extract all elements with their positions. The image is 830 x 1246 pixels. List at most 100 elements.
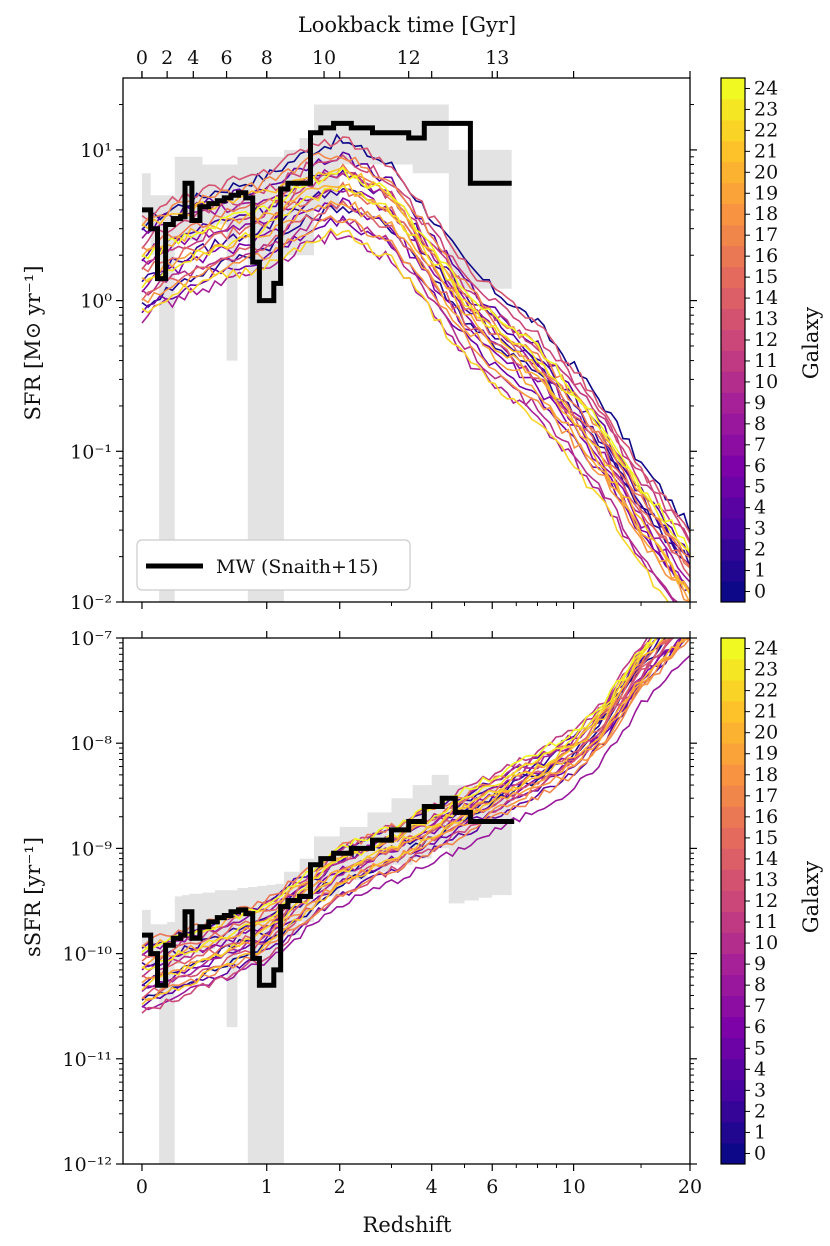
- colorbar-segment: [721, 266, 745, 288]
- galaxy-line-15: [141, 181, 690, 567]
- legend-mw-label: MW (Snaith+15): [216, 556, 378, 578]
- x-tick-label: 1: [261, 1176, 273, 1198]
- y-tick-label: 10⁻¹⁰: [63, 944, 113, 966]
- colorbar-tick-label: 5: [754, 476, 766, 498]
- axes-frame: [122, 637, 691, 1165]
- top-tick-label: 6: [221, 47, 233, 69]
- colorbar-tick-label: 20: [754, 722, 778, 744]
- colorbar-segment: [721, 743, 745, 765]
- colorbar-tick-label: 7: [754, 995, 766, 1017]
- colorbar-tick-label: 9: [754, 392, 766, 414]
- y-tick-label: 10⁻²: [70, 592, 112, 614]
- top-tick-label: 12: [397, 47, 421, 69]
- colorbar-tick-label: 15: [754, 266, 778, 288]
- colorbar-tick-label: 16: [754, 245, 778, 267]
- colorbar-segment: [721, 869, 745, 891]
- top-tick-label: 8: [261, 47, 273, 69]
- colorbar-tick-label: 10: [754, 932, 778, 954]
- colorbar-tick-label: 2: [754, 1100, 766, 1122]
- plot-area: [141, 638, 690, 1164]
- colorbar-segment: [721, 98, 745, 121]
- colorbar-segment: [721, 806, 745, 828]
- galaxy-line-21: [141, 638, 665, 1005]
- y-tick-label: 10⁻⁸: [70, 733, 112, 755]
- colorbar-segment: [721, 1142, 745, 1165]
- x-tick-label: 20: [678, 1176, 702, 1198]
- colorbar-tick-label: 4: [754, 1058, 766, 1080]
- colorbar-tick-label: 17: [754, 785, 778, 807]
- colorbar-tick-label: 0: [754, 581, 766, 603]
- colorbar-segment: [721, 560, 745, 582]
- colorbar-tick-label: 6: [754, 455, 766, 477]
- colorbar-tick-label: 11: [754, 911, 778, 933]
- colorbar-segment: [721, 638, 745, 660]
- colorbar-segment: [721, 827, 745, 849]
- sfr-colorbar-label: Galaxy: [799, 307, 823, 379]
- colorbar-tick-label: 18: [754, 764, 778, 786]
- x-tick-label: 0: [136, 1176, 148, 1198]
- colorbar-segment: [721, 785, 745, 807]
- colorbar-tick-label: 12: [754, 329, 778, 351]
- colorbar-tick-label: 10: [754, 371, 778, 393]
- galaxy-line-24: [141, 166, 690, 554]
- colorbar-segment: [721, 722, 745, 744]
- galaxy-line-13: [141, 136, 690, 534]
- colorbar-tick-label: 8: [754, 413, 766, 435]
- galaxy-line-8: [141, 655, 690, 1011]
- colorbar-tick-label: 24: [754, 77, 778, 99]
- colorbar-segment: [721, 119, 745, 142]
- colorbar-segment: [721, 434, 745, 456]
- colorbar-tick-label: 1: [754, 560, 766, 582]
- axes-frame: [122, 77, 691, 603]
- colorbar-tick-label: 17: [754, 224, 778, 246]
- colorbar-tick-label: 20: [754, 161, 778, 183]
- legend-box: [136, 539, 411, 591]
- colorbar-segment: [721, 329, 745, 351]
- mw-snaith-line: [142, 795, 515, 988]
- x-tick-label: 6: [486, 1176, 498, 1198]
- colorbar-segment: [721, 911, 745, 933]
- mw-snaith-line: [142, 120, 512, 304]
- galaxy-line-17: [141, 638, 690, 1002]
- galaxy-line-22: [141, 227, 670, 602]
- colorbar-segment: [721, 680, 745, 702]
- colorbar-segment: [721, 497, 745, 519]
- galaxy-line-22: [141, 638, 658, 991]
- x-tick-label: 10: [562, 1176, 586, 1198]
- colorbar-tick-label: 3: [754, 518, 766, 540]
- galaxy-line-0: [141, 133, 690, 534]
- colorbar-tick-label: 12: [754, 890, 778, 912]
- colorbar-tick-label: 7: [754, 434, 766, 456]
- galaxy-line-18: [141, 638, 690, 984]
- legend: MW (Snaith+15): [136, 539, 411, 591]
- colorbar-tick-label: 18: [754, 203, 778, 225]
- colorbar-tick-label: 9: [754, 953, 766, 975]
- colorbar-tick-label: 19: [754, 743, 778, 765]
- colorbar-segment: [721, 1121, 745, 1144]
- galaxy-line-4: [141, 151, 690, 558]
- colorbar-segment: [721, 78, 745, 100]
- colorbar-segment: [721, 455, 745, 477]
- colorbar-tick-label: 16: [754, 806, 778, 828]
- ssfr-panel: 10⁻¹² 10⁻¹¹ 10⁻¹⁰ 10⁻⁹ 10⁻⁸ 10⁻⁷ 0 1 2 4 6 10 20: [63, 628, 703, 1198]
- ssfr-ylabel: sSFR [yr⁻¹]: [21, 837, 45, 957]
- colorbar-frame: [720, 77, 746, 603]
- ssfr-colorbar-label: Galaxy: [799, 861, 823, 933]
- colorbar-tick-label: 24: [754, 638, 778, 660]
- y-tick-label: 10⁰: [80, 291, 112, 313]
- colorbar-tick-label: 22: [754, 680, 778, 702]
- galaxy-line-20: [141, 183, 690, 593]
- colorbar-tick-label: 8: [754, 974, 766, 996]
- colorbar-tick-label: 1: [754, 1121, 766, 1143]
- top-axis-title: Lookback time [Gyr]: [298, 13, 516, 37]
- colorbar-segment: [721, 764, 745, 786]
- colorbar-segment: [721, 890, 745, 912]
- colorbar-segment: [721, 371, 745, 393]
- colorbar-tick-label: 15: [754, 827, 778, 849]
- x-tick-label: 4: [426, 1176, 438, 1198]
- galaxy-line-11: [141, 171, 690, 543]
- galaxy-line-9: [141, 229, 676, 602]
- colorbar-frame: [720, 637, 746, 1165]
- colorbar-segment: [721, 476, 745, 498]
